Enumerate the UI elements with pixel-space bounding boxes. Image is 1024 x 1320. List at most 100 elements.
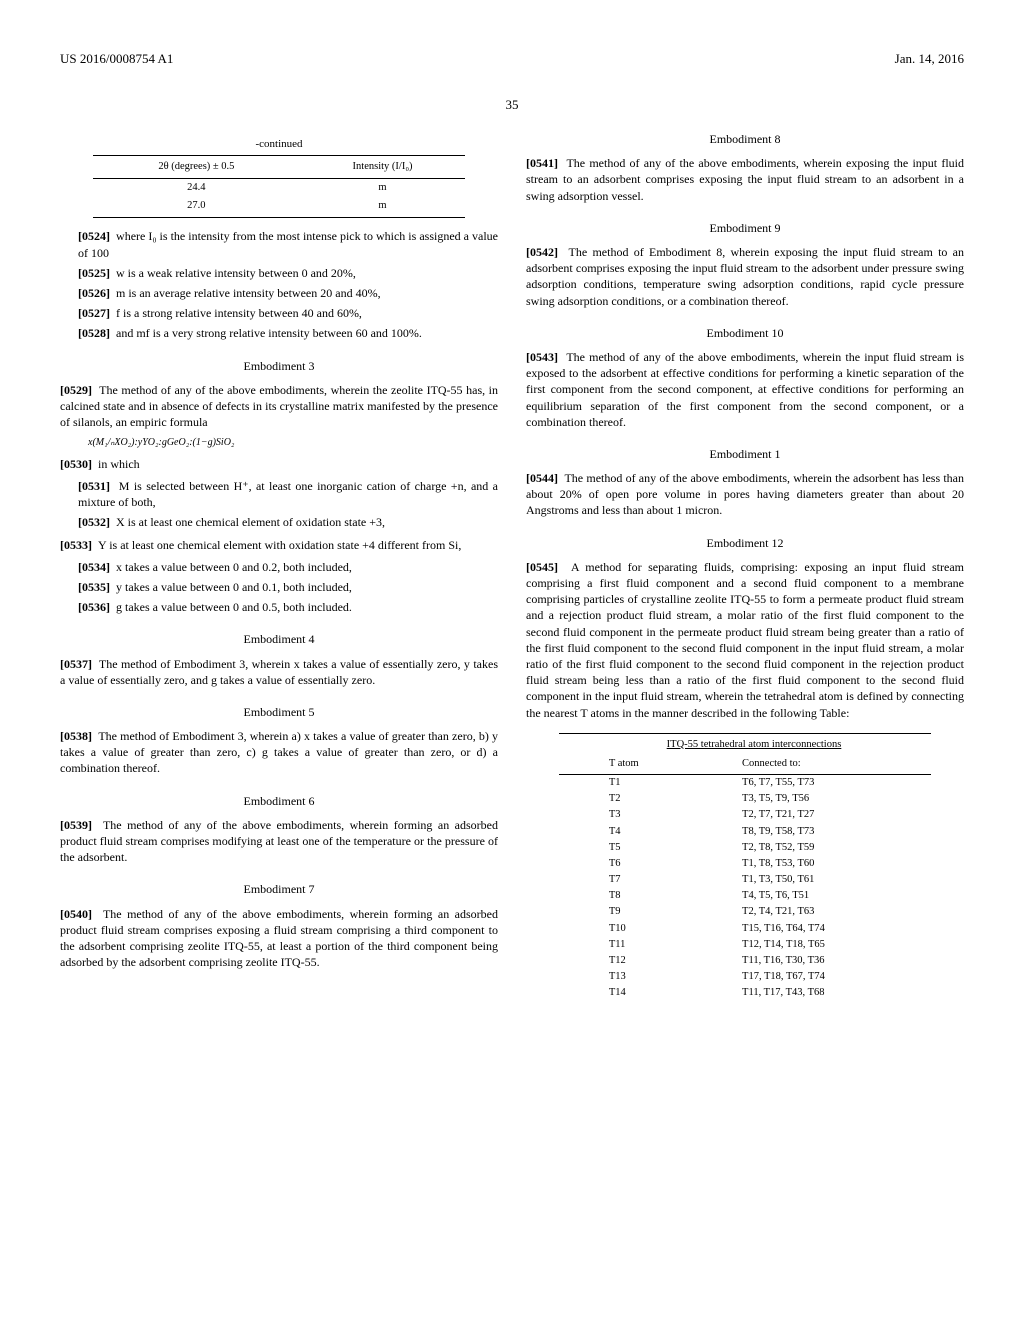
para-number: [0530] xyxy=(60,457,92,471)
left-column: -continued 2θ (degrees) ± 0.5 Intensity … xyxy=(60,131,498,1011)
paragraph: [0544] The method of any of the above em… xyxy=(526,470,964,519)
table-cell: T2, T7, T21, T27 xyxy=(722,807,931,823)
para-text: and mf is a very strong relative intensi… xyxy=(116,326,422,340)
table-cell: T9 xyxy=(559,904,722,920)
paragraph: [0533] Y is at least one chemical elemen… xyxy=(60,537,498,553)
table-cell: T2, T4, T21, T63 xyxy=(722,904,931,920)
table-cell: 27.0 xyxy=(93,197,300,218)
table-title: ITQ-55 tetrahedral atom interconnections xyxy=(559,733,931,754)
table-row: T7T1, T3, T50, T61 xyxy=(559,872,931,888)
table-cell: T8, T9, T58, T73 xyxy=(722,824,931,840)
publication-number: US 2016/0008754 A1 xyxy=(60,50,173,68)
col-header: 2θ (degrees) ± 0.5 xyxy=(93,155,300,178)
para-text: A method for separating fluids, comprisi… xyxy=(526,560,964,720)
table-caption: -continued xyxy=(93,135,465,155)
para-number: [0533] xyxy=(60,538,92,552)
two-column-layout: -continued 2θ (degrees) ± 0.5 Intensity … xyxy=(60,131,964,1011)
para-number: [0541] xyxy=(526,156,558,170)
para-text: y takes a value between 0 and 0.1, both … xyxy=(116,580,352,594)
col-header: Intensity (I/I₀) xyxy=(300,155,465,178)
para-number: [0542] xyxy=(526,245,558,259)
embodiment-heading: Embodiment 7 xyxy=(60,881,498,897)
embodiment-heading: Embodiment 5 xyxy=(60,704,498,720)
para-number: [0527] xyxy=(78,306,110,320)
paragraph: [0527] f is a strong relative intensity … xyxy=(78,305,498,321)
paragraph: [0539] The method of any of the above em… xyxy=(60,817,498,866)
table-cell: T6, T7, T55, T73 xyxy=(722,775,931,792)
table-row: T12T11, T16, T30, T36 xyxy=(559,953,931,969)
table-cell: T6 xyxy=(559,856,722,872)
paragraph: [0529] The method of any of the above em… xyxy=(60,382,498,431)
embodiment-heading: Embodiment 3 xyxy=(60,358,498,374)
right-column: Embodiment 8 [0541] The method of any of… xyxy=(526,131,964,1011)
table-cell: T12 xyxy=(559,953,722,969)
table-cell: T17, T18, T67, T74 xyxy=(722,969,931,985)
table-cell: T1, T8, T53, T60 xyxy=(722,856,931,872)
para-number: [0538] xyxy=(60,729,92,743)
table-cell: T13 xyxy=(559,969,722,985)
para-number: [0536] xyxy=(78,600,110,614)
para-text: m is an average relative intensity betwe… xyxy=(116,286,381,300)
para-text: Y is at least one chemical element with … xyxy=(98,538,461,552)
paragraph: [0542] The method of Embodiment 8, where… xyxy=(526,244,964,309)
para-text: The method of any of the above embodimen… xyxy=(60,383,498,429)
embodiment-heading: Embodiment 4 xyxy=(60,631,498,647)
para-number: [0524] xyxy=(78,229,110,243)
para-text: The method of any of the above embodimen… xyxy=(60,907,498,970)
table-row: T4T8, T9, T58, T73 xyxy=(559,824,931,840)
table-cell: T8 xyxy=(559,888,722,904)
paragraph: [0540] The method of any of the above em… xyxy=(60,906,498,971)
para-number: [0535] xyxy=(78,580,110,594)
table-row: T6T1, T8, T53, T60 xyxy=(559,856,931,872)
para-number: [0526] xyxy=(78,286,110,300)
paragraph: [0535] y takes a value between 0 and 0.1… xyxy=(78,579,498,595)
paragraph: [0524] where I₀ is the intensity from th… xyxy=(78,228,498,260)
para-number: [0543] xyxy=(526,350,558,364)
col-header: Connected to: xyxy=(722,754,931,775)
table-row: T3T2, T7, T21, T27 xyxy=(559,807,931,823)
table-cell: T4 xyxy=(559,824,722,840)
table-row: T5T2, T8, T52, T59 xyxy=(559,840,931,856)
paragraph: [0525] w is a weak relative intensity be… xyxy=(78,265,498,281)
paragraph: [0530] in which xyxy=(60,456,498,472)
para-text: w is a weak relative intensity between 0… xyxy=(116,266,356,280)
paragraph: [0543] The method of any of the above em… xyxy=(526,349,964,430)
paragraph: [0538] The method of Embodiment 3, where… xyxy=(60,728,498,777)
publication-date: Jan. 14, 2016 xyxy=(895,50,964,68)
page-number: 35 xyxy=(60,96,964,114)
table-cell: T2, T8, T52, T59 xyxy=(722,840,931,856)
para-text: x takes a value between 0 and 0.2, both … xyxy=(116,560,352,574)
page-header: US 2016/0008754 A1 Jan. 14, 2016 xyxy=(60,50,964,68)
para-number: [0544] xyxy=(526,471,558,485)
table-row: T10T15, T16, T64, T74 xyxy=(559,921,931,937)
table-cell: 24.4 xyxy=(93,179,300,198)
para-number: [0537] xyxy=(60,657,92,671)
table-row: T9T2, T4, T21, T63 xyxy=(559,904,931,920)
para-number: [0529] xyxy=(60,383,92,397)
table-cell: T11, T16, T30, T36 xyxy=(722,953,931,969)
para-text: where I₀ is the intensity from the most … xyxy=(78,229,498,259)
table-cell: T5 xyxy=(559,840,722,856)
paragraph: [0526] m is an average relative intensit… xyxy=(78,285,498,301)
table-row: T11T12, T14, T18, T65 xyxy=(559,937,931,953)
table-cell: T2 xyxy=(559,791,722,807)
paragraph: [0541] The method of any of the above em… xyxy=(526,155,964,204)
para-text: The method of Embodiment 8, wherein expo… xyxy=(526,245,964,308)
table-cell: T10 xyxy=(559,921,722,937)
col-header: T atom xyxy=(559,754,722,775)
table-cell: T12, T14, T18, T65 xyxy=(722,937,931,953)
embodiment-heading: Embodiment 8 xyxy=(526,131,964,147)
para-number: [0531] xyxy=(78,479,110,493)
para-number: [0534] xyxy=(78,560,110,574)
table-cell: T1, T3, T50, T61 xyxy=(722,872,931,888)
paragraph: [0528] and mf is a very strong relative … xyxy=(78,325,498,341)
para-text: in which xyxy=(98,457,140,471)
embodiment-heading: Embodiment 9 xyxy=(526,220,964,236)
para-number: [0525] xyxy=(78,266,110,280)
para-text: The method of any of the above embodimen… xyxy=(526,156,964,202)
table-cell: T11, T17, T43, T68 xyxy=(722,985,931,1001)
table-cell: T3 xyxy=(559,807,722,823)
paragraph: [0534] x takes a value between 0 and 0.2… xyxy=(78,559,498,575)
table-row: T8T4, T5, T6, T51 xyxy=(559,888,931,904)
interconnect-table: ITQ-55 tetrahedral atom interconnections… xyxy=(559,733,931,1002)
